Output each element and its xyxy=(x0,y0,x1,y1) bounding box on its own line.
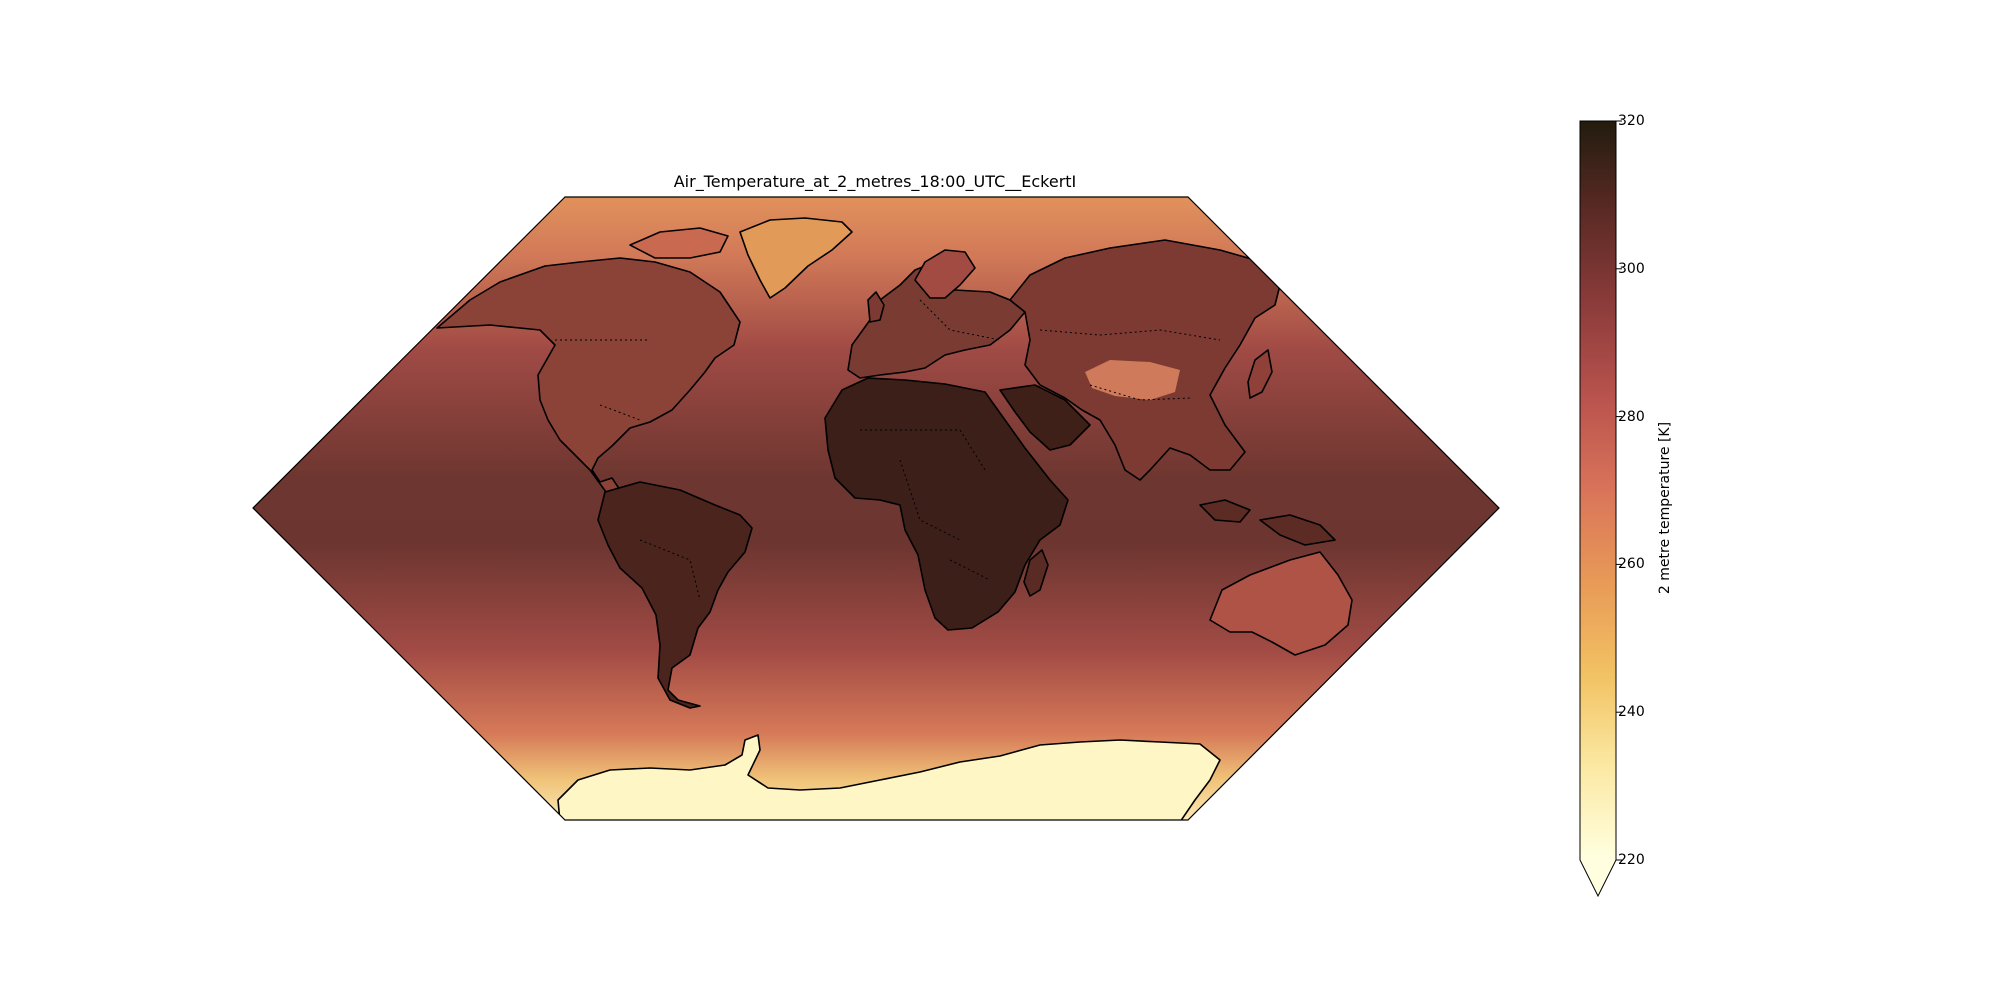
colorbar xyxy=(1579,120,1622,898)
arctic-islands xyxy=(629,227,729,259)
map-title: Air_Temperature_at_2_metres_18:00_UTC__E… xyxy=(673,172,1077,191)
colorbar-tick-marks xyxy=(1616,120,1622,861)
south-america xyxy=(597,481,753,709)
north-america xyxy=(436,257,741,493)
maritime-southeast-asia xyxy=(1199,499,1336,546)
great-britain xyxy=(867,291,885,323)
japan xyxy=(1247,349,1273,399)
australia xyxy=(1209,551,1353,656)
antarctica xyxy=(557,734,1221,820)
colorbar-outline xyxy=(1579,120,1617,898)
colorbar-tick-label: 260 xyxy=(1618,556,1645,573)
map-panel xyxy=(252,196,1500,821)
country-borders xyxy=(555,299,1221,601)
colorbar-tick-label: 320 xyxy=(1618,113,1645,129)
temperature-field xyxy=(253,197,1499,820)
map-boundary xyxy=(252,196,1500,821)
colorbar-tick-label: 240 xyxy=(1618,704,1645,721)
asia xyxy=(1009,239,1281,481)
colorbar-tick-label: 280 xyxy=(1618,408,1645,425)
madagascar xyxy=(1023,549,1049,597)
scandinavia xyxy=(914,249,976,299)
colorbar-tick-label: 220 xyxy=(1618,852,1645,868)
colorbar-extend-min xyxy=(1580,860,1616,896)
tibetan-plateau xyxy=(1085,360,1180,400)
colorbar-gradient xyxy=(1580,121,1616,860)
africa xyxy=(824,377,1069,631)
continents xyxy=(436,217,1369,820)
greenland xyxy=(739,217,853,299)
colorbar-label: 2 metre temperature [K] xyxy=(1657,421,1673,595)
arabia xyxy=(999,384,1091,451)
colorbar-tick-label: 300 xyxy=(1618,260,1645,277)
